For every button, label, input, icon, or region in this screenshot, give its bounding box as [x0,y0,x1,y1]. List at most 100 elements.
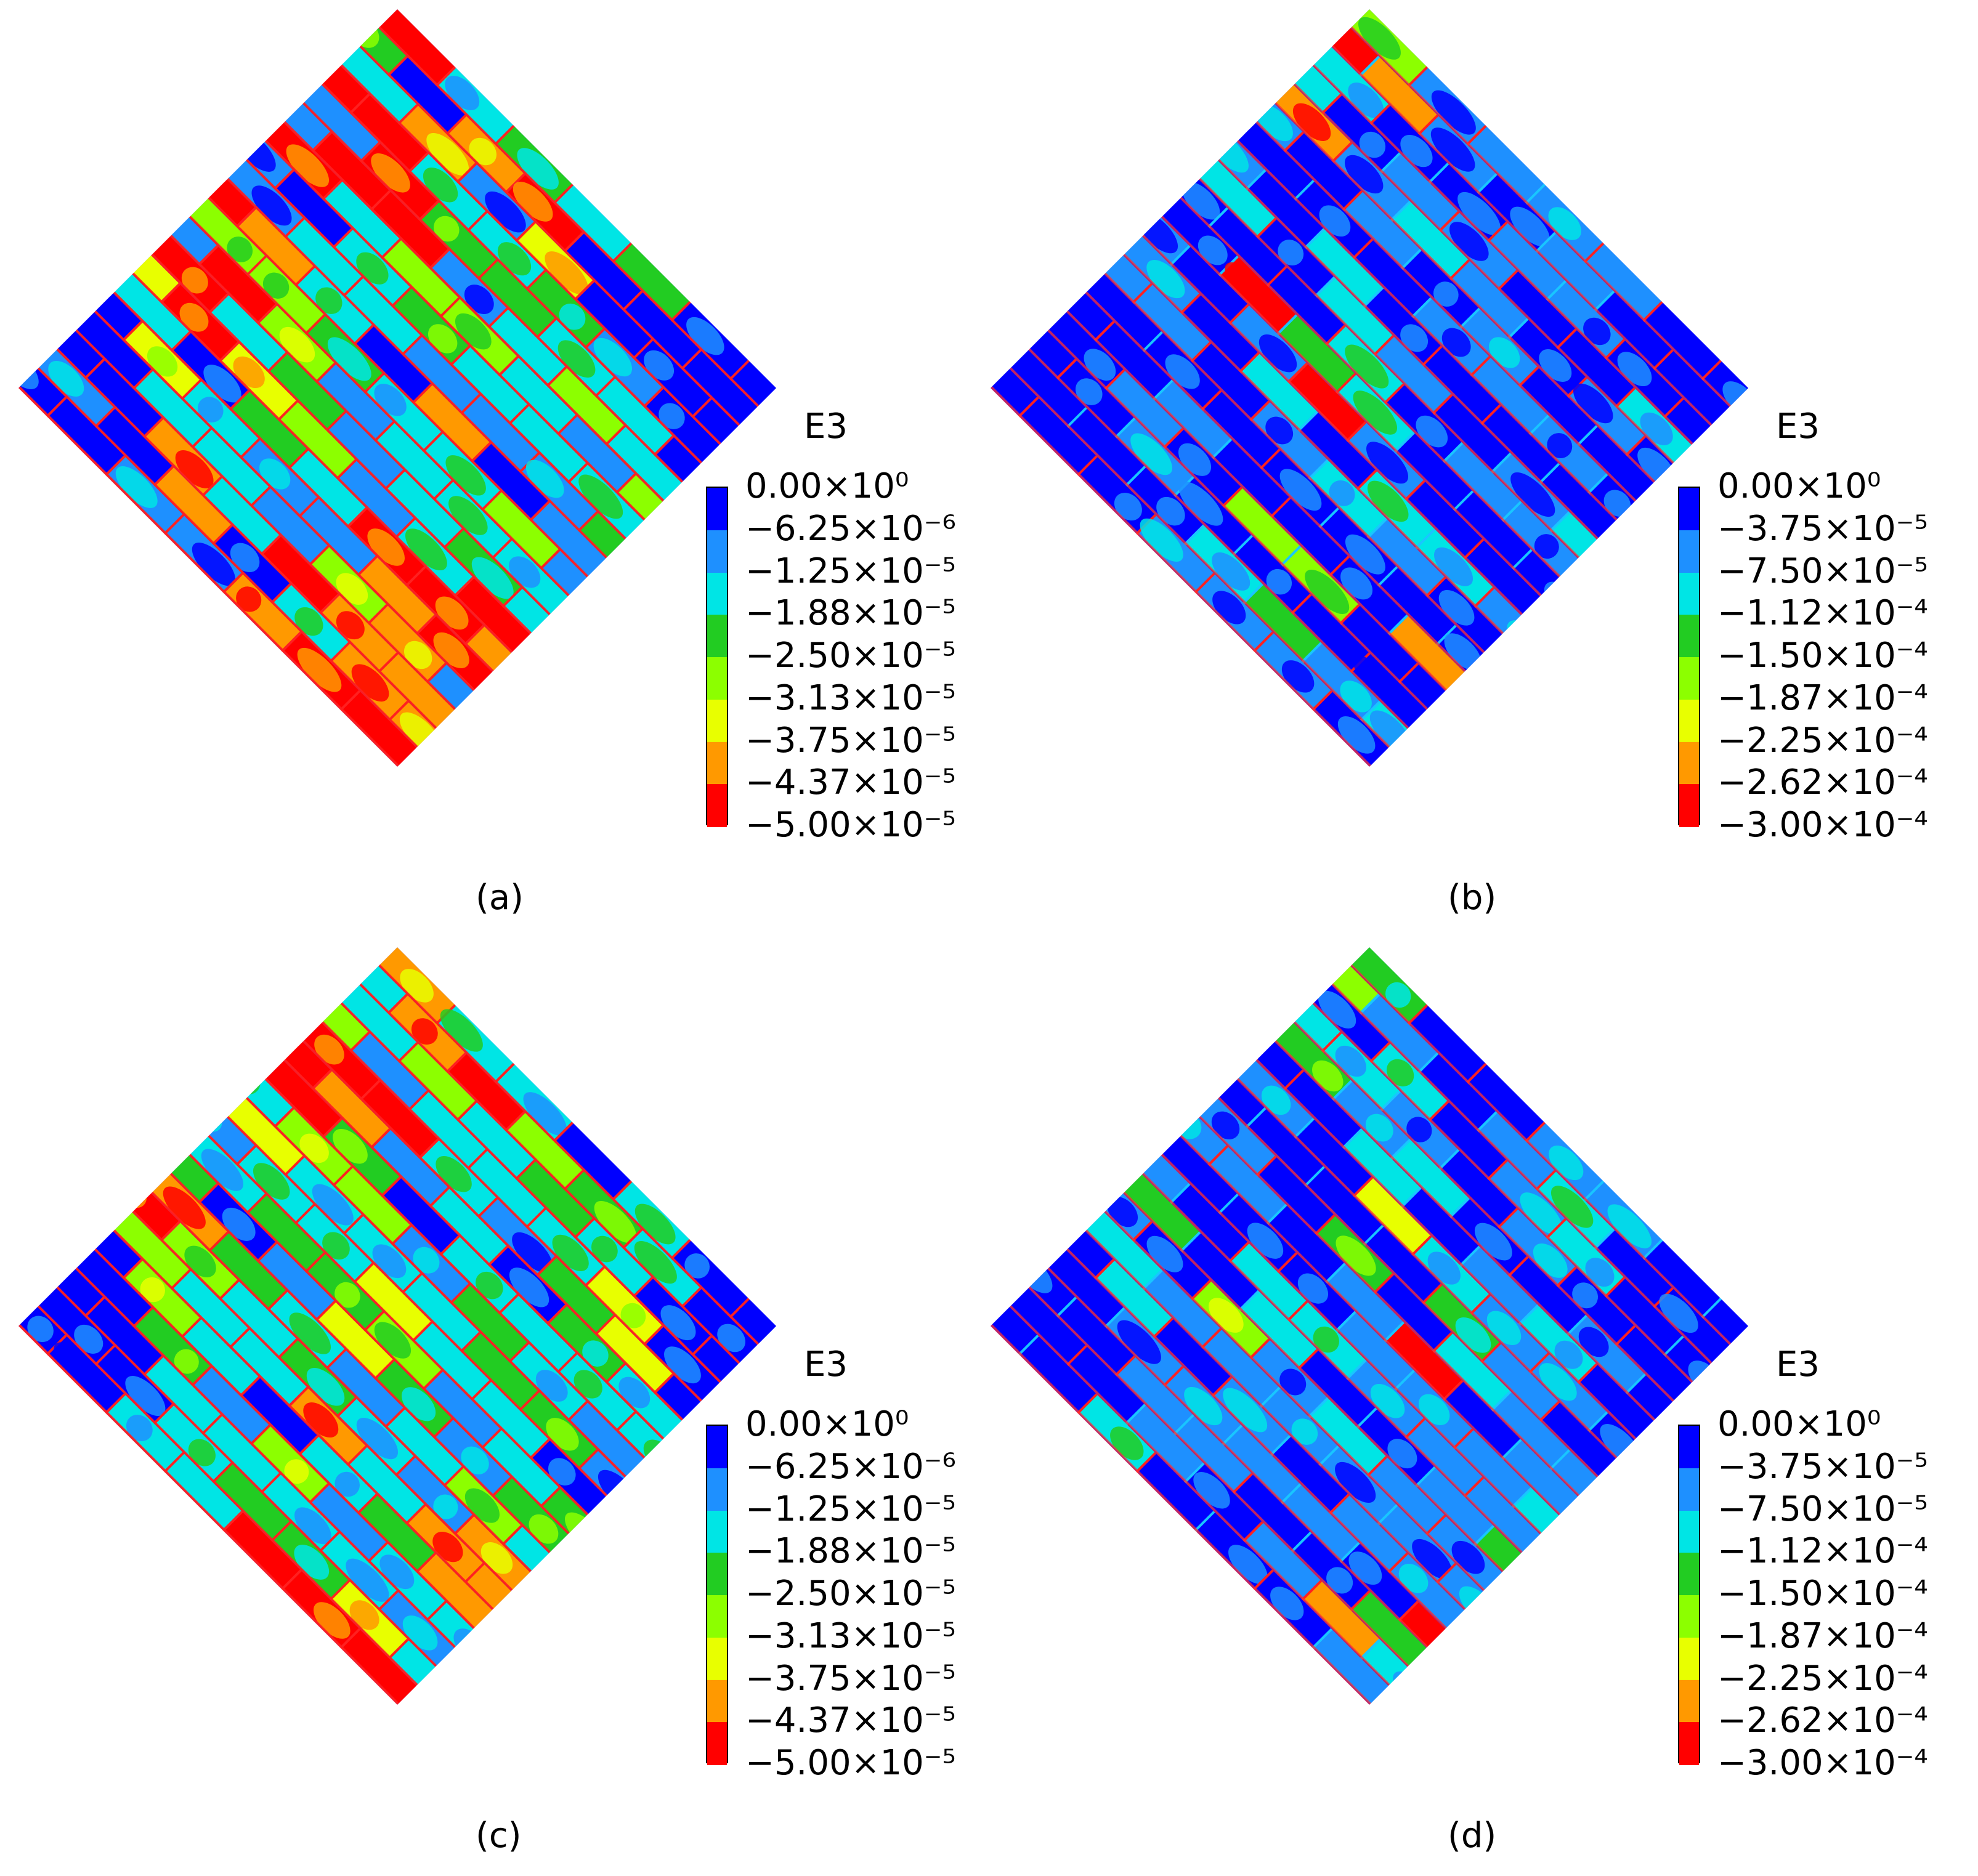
mortar-head-joint [249,487,271,508]
mortar-head-joint [604,1363,626,1385]
brick-element [1317,278,1393,354]
strain-patch [356,1418,399,1460]
mortar-head-joint [514,1159,537,1181]
brick-element [1289,364,1366,440]
mortar-head-joint [1276,1252,1298,1274]
mortar-head-joint [428,249,450,270]
mortar-head-joint [270,1521,292,1543]
mortar-head-joint [1497,270,1519,291]
brick-element [1393,202,1469,278]
mortar-head-joint [281,631,302,653]
strain-patch [1358,17,1401,60]
brick-element [231,1330,308,1406]
strain-patch [686,317,724,355]
mortar-bed-joint [1179,196,1561,578]
brick-element [1058,1298,1135,1375]
legend-swatch [707,572,727,615]
mortar-head-joint [1535,1170,1557,1191]
brick-element [204,1416,280,1492]
mortar-head-joint [525,1208,547,1229]
strain-patch [582,1340,609,1367]
mortar-head-joint [1359,55,1380,77]
mortar-head-joint [294,1203,315,1226]
mortar-head-joint [1438,1149,1460,1171]
mortar-bed-joint [55,348,437,730]
mortar-head-joint [1360,700,1382,722]
mortar-head-joint [1587,473,1609,495]
brick-element [204,478,280,554]
brick-element [1224,1426,1300,1503]
mortar-head-joint [1291,1531,1312,1553]
mortar-head-joint [1253,631,1275,653]
strain-patch [1510,206,1550,247]
strain-patch [1412,1538,1453,1579]
mortar-bed-joint [1236,140,1618,521]
mortar-head-joint [556,1352,578,1374]
mortar-bed-joint [75,1267,456,1649]
legend-swatch [1679,530,1699,573]
mortar-head-joint [1377,1504,1398,1526]
brick-element [1472,357,1549,434]
mortar-bed-joint [188,1154,570,1535]
mortar-head-joint [632,1277,654,1298]
mortar-head-joint [1501,1439,1523,1460]
mortar-head-joint [470,1380,492,1402]
legend-color-bar [706,487,728,827]
strain-patch [1359,131,1386,158]
mortar-head-joint [445,114,467,136]
mortar-head-joint [1211,438,1233,460]
legend-swatch [1679,1510,1699,1553]
strain-patch [334,1282,360,1308]
strain-patch [1385,982,1411,1008]
mortar-head-joint [363,1311,385,1332]
brick-element [597,1316,673,1393]
mortar-bed-joint [131,272,513,654]
strain-patch [1326,1567,1353,1594]
mortar-bed-joint [37,1305,418,1686]
brick-element [328,1351,404,1427]
mortar-head-joint [1546,1218,1567,1240]
mortar-head-joint [508,1342,530,1364]
strain-patch [455,313,492,350]
legend-tick-label: 0.00×10⁰ [1717,1404,1881,1444]
brick-element [1417,1468,1494,1544]
mortar-head-joint [1125,1404,1146,1425]
brick-element [193,1367,270,1444]
strain-patch [717,1324,745,1352]
mortar-bed-joint [1066,310,1447,692]
strain-patch [1444,633,1481,671]
legend-tick-label: −1.50×10⁻⁴ [1717,1574,1928,1614]
strain-patch [1603,490,1631,517]
strain-patch [1209,1261,1236,1287]
strain-patch [548,1458,576,1486]
strain-patch [1247,1223,1284,1259]
strain-patch [1117,1320,1161,1364]
mortar-head-joint [1163,1365,1185,1388]
strain-patch [433,216,460,242]
mortar-head-joint [1183,524,1206,546]
mortar-head-joint [1459,307,1481,329]
brick-element [1193,343,1270,419]
mortar-bed-joint [188,216,570,597]
mortar-head-joint [529,501,551,522]
brick-element [1376,336,1452,413]
strain-patch [664,1346,701,1384]
strain-patch [140,1277,165,1303]
strain-patch [1367,480,1409,522]
mortar-head-joint [1222,487,1243,508]
mortar-head-joint [501,1525,523,1546]
mortar-bed-joint [1198,177,1580,559]
brick-element [1021,1336,1097,1413]
mortar-head-joint [456,163,477,184]
mortar-head-joint [1325,1263,1347,1284]
strain-patch [1387,1439,1417,1469]
strain-patch [1259,334,1297,373]
mortar-head-joint [1377,566,1398,588]
strain-patch [461,1446,489,1474]
mortar-head-joint [1104,1307,1126,1328]
mortar-head-joint [1207,207,1229,228]
strain-patch [1146,260,1185,299]
mortar-head-joint [377,652,399,674]
legend-tick-label: −1.25×10⁻⁵ [745,1489,956,1529]
mortar-bed-joint [1066,1248,1447,1630]
